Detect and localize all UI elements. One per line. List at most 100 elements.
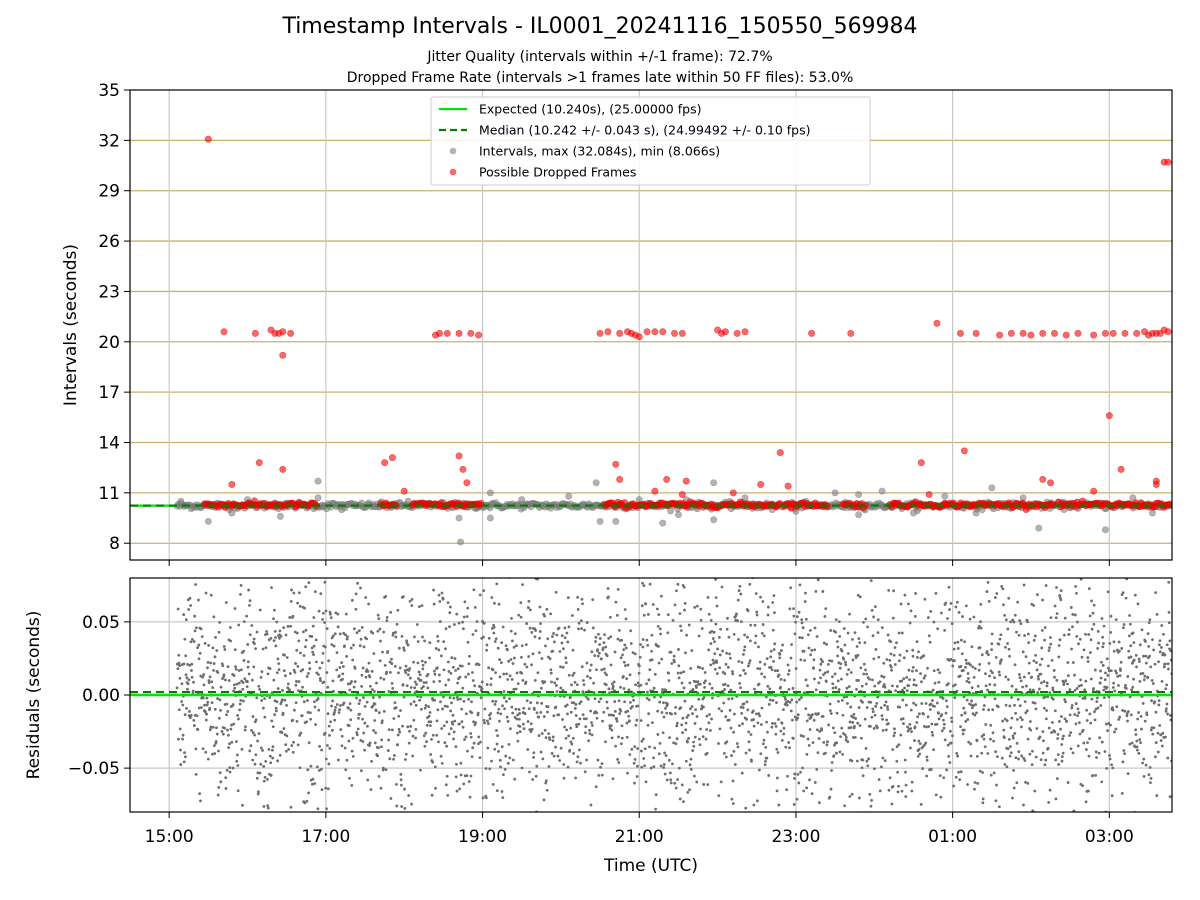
residual-point — [778, 656, 782, 660]
residual-point — [213, 707, 217, 711]
residual-point — [1124, 596, 1128, 600]
residual-point — [714, 596, 718, 600]
residual-point — [1071, 751, 1075, 755]
residual-point — [709, 642, 713, 646]
chart-subtitle-dropped: Dropped Frame Rate (intervals >1 frames … — [346, 70, 854, 86]
residual-point — [187, 678, 191, 682]
residual-point — [1141, 701, 1145, 705]
residual-point — [188, 710, 191, 713]
residual-point — [1058, 638, 1062, 642]
residual-point — [383, 573, 386, 576]
residual-point — [463, 600, 467, 604]
residual-point — [219, 708, 222, 712]
residual-point — [911, 654, 915, 658]
residual-point — [499, 712, 503, 716]
residual-point — [495, 729, 498, 732]
residual-point — [662, 715, 666, 719]
dropped-point — [663, 475, 671, 483]
residual-point — [1075, 591, 1078, 595]
residual-point — [738, 682, 742, 685]
residual-point — [710, 686, 714, 690]
residual-point — [1110, 763, 1113, 767]
residual-point — [795, 615, 799, 619]
residual-point — [960, 638, 963, 642]
residual-point — [193, 614, 197, 618]
residual-point — [523, 712, 527, 716]
residual-point — [1061, 751, 1065, 755]
residual-point — [689, 757, 693, 761]
residual-point — [822, 641, 826, 645]
residual-point — [331, 699, 335, 703]
residual-point — [843, 804, 847, 808]
residual-point — [1088, 712, 1092, 716]
residual-point — [392, 717, 396, 720]
residual-point — [730, 754, 733, 757]
residual-point — [597, 632, 600, 636]
residual-point — [440, 762, 444, 765]
residual-point — [959, 770, 963, 774]
residual-point — [711, 696, 714, 700]
residual-point — [670, 662, 674, 665]
residual-point — [587, 838, 590, 841]
residual-point — [966, 672, 970, 675]
residual-point — [497, 707, 501, 711]
residual-point — [833, 672, 837, 676]
residual-point — [1088, 737, 1091, 741]
residual-point — [1031, 749, 1034, 753]
residual-point — [350, 598, 354, 602]
residual-point — [897, 743, 901, 747]
residual-point — [279, 634, 283, 638]
residual-point — [1001, 719, 1004, 723]
interval-point — [565, 492, 573, 500]
residual-point — [804, 617, 808, 621]
residual-point — [301, 668, 305, 672]
residual-point — [552, 754, 556, 758]
residual-point — [984, 723, 988, 726]
residual-point — [1008, 704, 1012, 708]
residual-point — [705, 728, 709, 731]
residual-point — [1119, 669, 1122, 672]
residual-point — [514, 833, 517, 836]
dropped-point — [651, 487, 659, 495]
residual-point — [1100, 660, 1103, 664]
residual-point — [278, 753, 282, 757]
residual-point — [813, 626, 817, 630]
residual-point — [595, 716, 599, 720]
residual-point — [215, 726, 218, 730]
dropped-point — [1133, 329, 1141, 337]
residual-point — [782, 708, 785, 712]
residual-point — [855, 645, 859, 648]
residual-point — [687, 736, 691, 740]
interval-point — [486, 514, 494, 522]
residual-point — [406, 725, 410, 729]
residual-point — [431, 733, 435, 737]
residual-point — [890, 802, 894, 806]
residual-point — [660, 657, 664, 661]
residual-point — [929, 702, 933, 706]
residual-point — [501, 796, 505, 800]
residual-point — [1168, 639, 1172, 643]
residual-point — [967, 740, 971, 744]
residual-point — [944, 815, 947, 818]
residual-point — [571, 736, 575, 740]
residual-point — [831, 682, 835, 686]
residual-point — [846, 702, 849, 705]
residual-point — [604, 683, 608, 687]
residual-point — [255, 776, 259, 780]
residual-point — [949, 741, 953, 745]
residual-point — [945, 768, 949, 772]
residual-point — [815, 767, 819, 771]
residual-point — [1029, 728, 1033, 732]
residual-point — [896, 770, 900, 774]
residual-point — [995, 755, 999, 759]
residual-point — [642, 613, 646, 617]
residual-point — [999, 633, 1003, 637]
residual-point — [330, 704, 333, 708]
residual-point — [1017, 534, 1020, 537]
residual-point — [731, 672, 735, 676]
residual-point — [800, 618, 804, 622]
residual-point — [380, 738, 384, 742]
residual-point — [590, 650, 594, 654]
residual-point — [908, 722, 912, 726]
residual-point — [372, 652, 376, 655]
